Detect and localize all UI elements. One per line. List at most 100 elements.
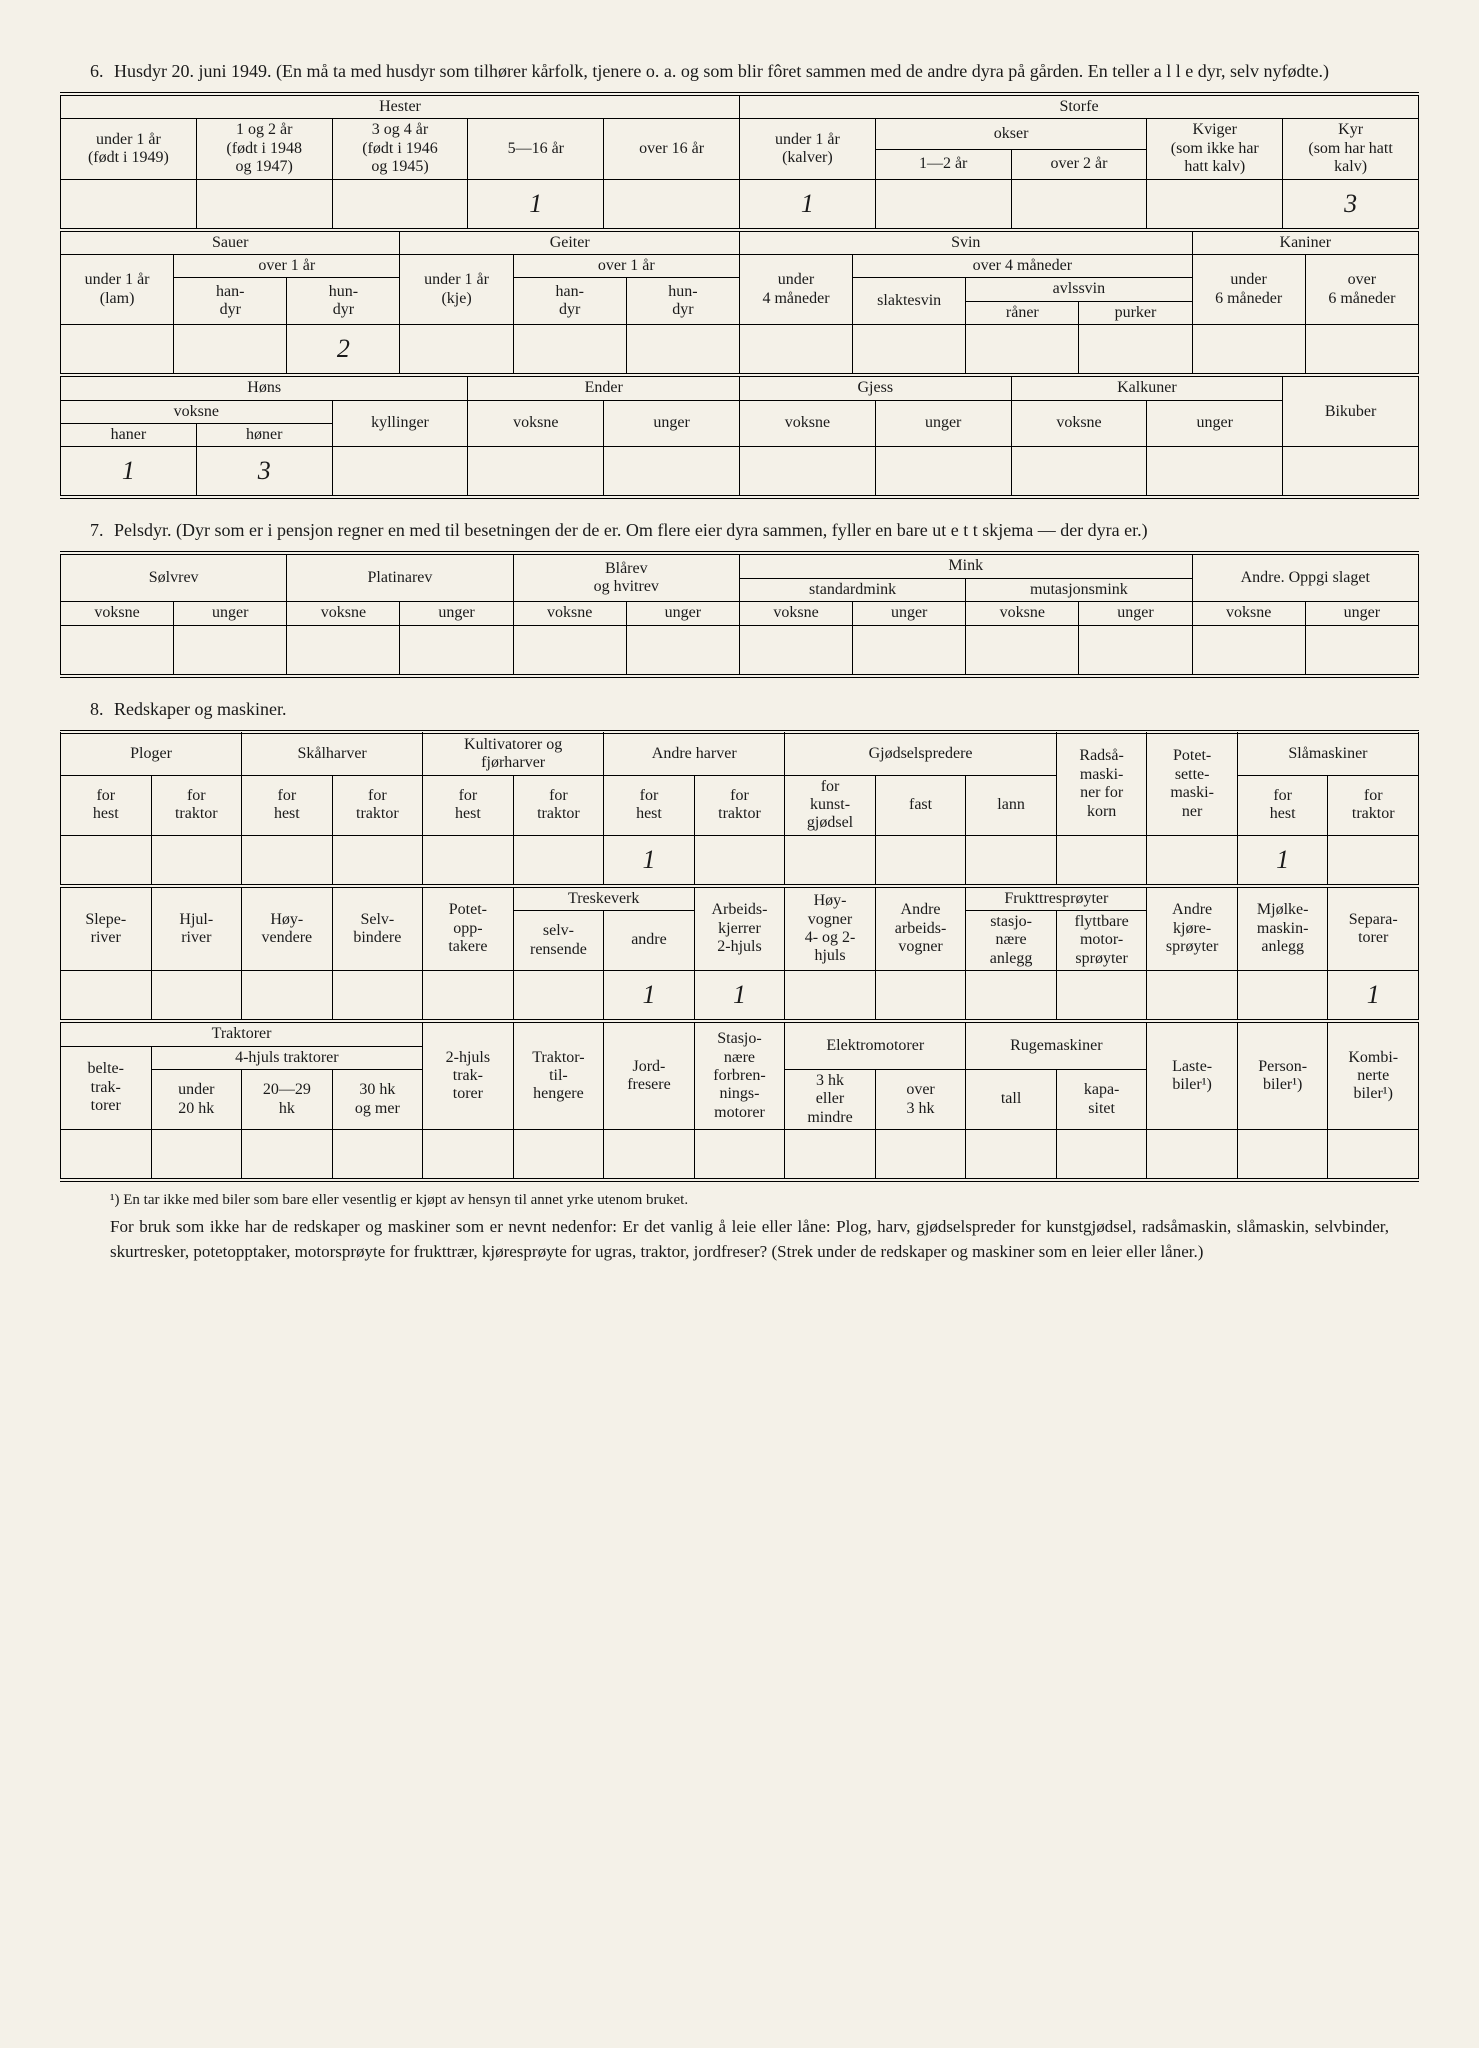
section-6-num: 6.: [90, 61, 104, 81]
potetopp: Potet- opp- takere: [423, 887, 514, 971]
cell-7-1: [174, 625, 287, 676]
slamask: Slåmaskiner: [1237, 732, 1418, 775]
cell-6b-2: 2: [287, 325, 400, 376]
over3hk: over 3 hk: [875, 1070, 966, 1130]
cell-8c-8: [785, 1130, 876, 1181]
ender-voksne: voksne: [468, 400, 604, 447]
cell-8b-10: [966, 971, 1057, 1022]
section-7-text: Pelsdyr. (Dyr som er i pensjon regner en…: [114, 520, 1148, 540]
cell-6a-6: [875, 179, 1011, 230]
cell-8c-12: [1147, 1130, 1238, 1181]
cell-8c-14: [1328, 1130, 1419, 1181]
cell-8a-10: [966, 835, 1057, 886]
cell-8a-2: [242, 835, 333, 886]
section-8-text: Redskaper og maskiner.: [114, 699, 286, 719]
hons-group: Høns: [61, 377, 468, 400]
cell-8b-9: [875, 971, 966, 1022]
person: Person- biler¹): [1237, 1023, 1328, 1130]
gjess-group: Gjess: [739, 377, 1011, 400]
haner: haner: [61, 424, 197, 447]
laste: Laste- biler¹): [1147, 1023, 1238, 1130]
cell-8b-8: [785, 971, 876, 1022]
kalkuner-group: Kalkuner: [1011, 377, 1283, 400]
cell-8c-6: [604, 1130, 695, 1181]
t7-v4: voksne: [966, 602, 1079, 625]
stasjonare: Stasjo- nære forbren- nings- motorer: [694, 1023, 785, 1130]
cell-6c-7: [1011, 447, 1147, 498]
cell-8c-2: [242, 1130, 333, 1181]
fast: fast: [875, 775, 966, 835]
s-okser: okser: [875, 119, 1147, 149]
sau-hundyr: hun- dyr: [287, 278, 400, 325]
potetsette: Potet- sette- maski- ner: [1147, 732, 1238, 835]
cell-6c-4: [604, 447, 740, 498]
cell-8b-14: 1: [1328, 971, 1419, 1022]
jordfresere: Jord- fresere: [604, 1023, 695, 1130]
t7-v0: voksne: [61, 602, 174, 625]
cell-6c-2: [332, 447, 468, 498]
tall: tall: [966, 1070, 1057, 1130]
sauer-group: Sauer: [61, 231, 400, 254]
cell-6b-5: [626, 325, 739, 376]
cell-6b-7: [853, 325, 966, 376]
gei-over1: over 1 år: [513, 255, 739, 278]
gjess-unger: unger: [875, 400, 1011, 447]
geiter-group: Geiter: [400, 231, 739, 254]
flytt: flyttbare motor- sprøyter: [1056, 911, 1147, 971]
s-kyr: Kyr (som har hatt kalv): [1283, 119, 1419, 179]
ah-traktor: for traktor: [694, 775, 785, 835]
h-5-16: 5—16 år: [468, 119, 604, 179]
cell-8c-9: [875, 1130, 966, 1181]
t7-v5: voksne: [1192, 602, 1305, 625]
separa: Separa- torer: [1328, 887, 1419, 971]
cell-6a-4: [604, 179, 740, 230]
cell-8c-11: [1056, 1130, 1147, 1181]
traktortil: Traktor- til- hengere: [513, 1023, 604, 1130]
cell-6b-9: [1079, 325, 1192, 376]
cell-6c-5: [739, 447, 875, 498]
cell-8a-11: [1056, 835, 1147, 886]
cell-8c-10: [966, 1130, 1057, 1181]
table-8c: Traktorer 2-hjuls trak- torer Traktor- t…: [60, 1022, 1419, 1182]
cell-8b-11: [1056, 971, 1147, 1022]
cell-7-3: [400, 625, 513, 676]
t7-v1: voksne: [287, 602, 400, 625]
trehk: 3 hk eller mindre: [785, 1070, 876, 1130]
andrekjore: Andre kjøre- sprøyter: [1147, 887, 1238, 971]
purker: purker: [1079, 301, 1192, 324]
t7-u5: unger: [1305, 602, 1418, 625]
hjulriver: Hjul- river: [151, 887, 242, 971]
s-okser-1-2: 1—2 år: [875, 149, 1011, 179]
cell-6c-0: 1: [61, 447, 197, 498]
cell-6c-1: 3: [196, 447, 332, 498]
t7-v3: voksne: [739, 602, 852, 625]
radsa: Radså- maski- ner for korn: [1056, 732, 1147, 835]
cell-8b-3: [332, 971, 423, 1022]
sau-over1: over 1 år: [174, 255, 400, 278]
ku-traktor: for traktor: [513, 775, 604, 835]
section-6-title: 6. Husdyr 20. juni 1949. (En må ta med h…: [90, 58, 1419, 84]
t7-v2: voksne: [513, 602, 626, 625]
section-6-text: Husdyr 20. juni 1949. (En må ta med husd…: [114, 61, 1329, 81]
cell-8a-12: [1147, 835, 1238, 886]
tohjuls: 2-hjuls trak- torer: [423, 1023, 514, 1130]
firehjuls: 4-hjuls traktorer: [151, 1046, 423, 1069]
section-8-num: 8.: [90, 699, 104, 719]
svin-under4: under 4 måneder: [739, 255, 852, 325]
platinarev: Platinarev: [287, 553, 513, 601]
cell-7-10: [1192, 625, 1305, 676]
cell-8b-6: 1: [604, 971, 695, 1022]
cell-8a-6: 1: [604, 835, 695, 886]
kyllinger: kyllinger: [332, 400, 468, 447]
cell-6a-9: 3: [1283, 179, 1419, 230]
sau-handyr: han- dyr: [174, 278, 287, 325]
sau-under1: under 1 år (lam): [61, 255, 174, 325]
mutasjonsmink: mutasjonsmink: [966, 578, 1192, 601]
selvbindere: Selv- bindere: [332, 887, 423, 971]
treskeverk: Treskeverk: [513, 887, 694, 910]
s-under1: under 1 år (kalver): [739, 119, 875, 179]
ah-hest: for hest: [604, 775, 695, 835]
sl-traktor: for traktor: [1328, 775, 1419, 835]
cell-8b-0: [61, 971, 152, 1022]
cell-8a-3: [332, 835, 423, 886]
